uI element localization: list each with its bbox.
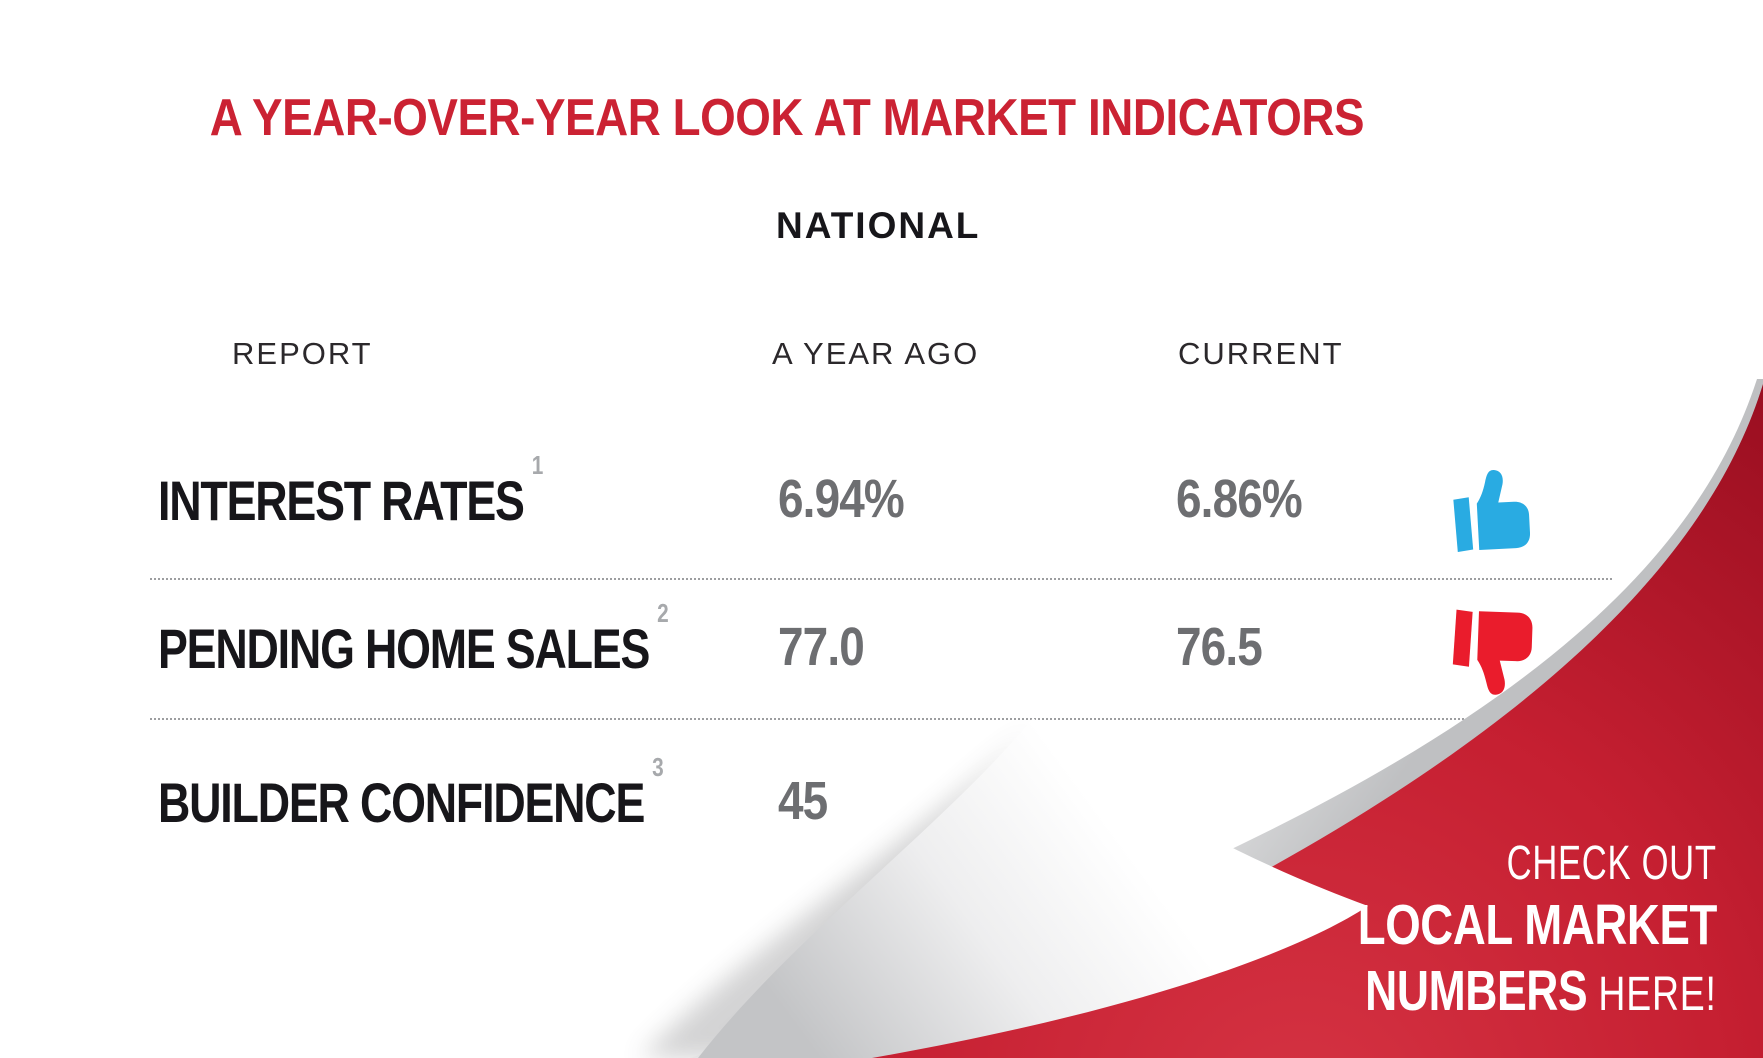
thumbs-down-icon: [1452, 609, 1533, 695]
cta-line-3: NUMBERS HERE!: [1365, 963, 1717, 1020]
footnote-marker: 3: [652, 752, 664, 783]
cta-line-1: CHECK OUT: [1506, 837, 1717, 890]
footnote-marker: 1: [531, 450, 544, 481]
page-title: A YEAR-OVER-YEAR LOOK AT MARKET INDICATO…: [209, 89, 1365, 147]
local-market-cta[interactable]: CHECK OUT LOCAL MARKET NUMBERS HERE!: [1266, 837, 1718, 1029]
column-header-current: CURRENT: [1178, 336, 1344, 371]
cta-line-3-bold: NUMBERS: [1365, 959, 1588, 1023]
row-divider: [150, 718, 1488, 720]
thumbs-up-icon: [1453, 470, 1530, 552]
cell-pending-home-sales-current: 76.5: [1176, 617, 1263, 677]
cta-line-2: LOCAL MARKET: [1357, 893, 1718, 957]
cell-interest-rates-year-ago: 6.94%: [778, 469, 905, 529]
cta-line-3-light: HERE!: [1587, 968, 1717, 1021]
cell-interest-rates-current: 6.86%: [1176, 469, 1303, 529]
row-label-text: BUILDER CONFIDENCE: [158, 771, 645, 834]
footnote-marker: 2: [657, 598, 669, 629]
table-row-label-interest-rates: INTEREST RATES1: [158, 450, 640, 533]
cell-pending-home-sales-year-ago: 77.0: [778, 617, 865, 677]
row-label-text: INTEREST RATES: [158, 469, 525, 532]
table-row-label-builder-confidence: BUILDER CONFIDENCE3: [158, 752, 790, 835]
title-wrap: A YEAR-OVER-YEAR LOOK AT MARKET INDICATO…: [0, 88, 1574, 148]
section-label: NATIONAL: [776, 205, 981, 246]
column-header-year-ago: A YEAR AGO: [772, 336, 980, 371]
row-label-text: PENDING HOME SALES: [158, 617, 650, 680]
cell-builder-confidence-year-ago: 45: [778, 771, 828, 831]
table-row-label-pending-home-sales: PENDING HOME SALES2: [158, 598, 796, 681]
column-header-report: REPORT: [232, 336, 373, 371]
row-divider: [150, 578, 1612, 580]
